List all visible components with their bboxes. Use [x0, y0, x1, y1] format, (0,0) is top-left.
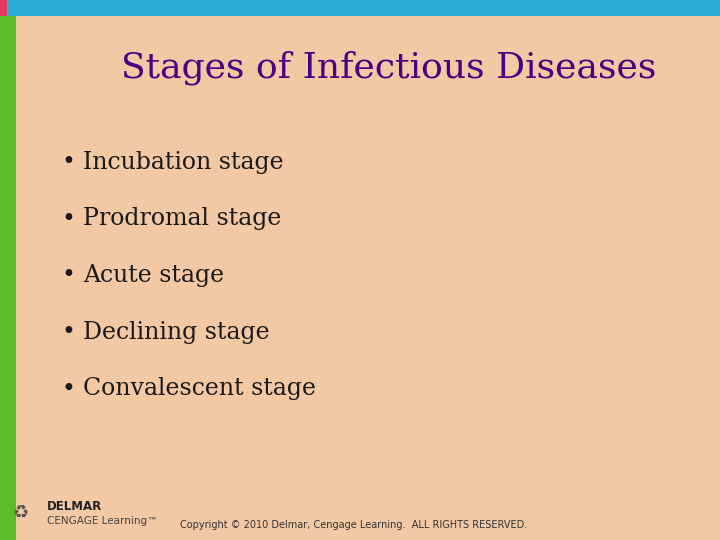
- Text: CENGAGE Learning™: CENGAGE Learning™: [47, 516, 157, 526]
- Text: DELMAR: DELMAR: [47, 500, 102, 513]
- Text: •: •: [61, 377, 76, 401]
- Text: Copyright © 2010 Delmar, Cengage Learning.  ALL RIGHTS RESERVED.: Copyright © 2010 Delmar, Cengage Learnin…: [180, 520, 527, 530]
- Text: •: •: [61, 150, 76, 174]
- Text: •: •: [61, 207, 76, 231]
- Bar: [0, 0, 7, 16]
- Text: Acute stage: Acute stage: [83, 264, 224, 287]
- Bar: [0, 0, 720, 16]
- Bar: [0, 16, 16, 540]
- Text: Incubation stage: Incubation stage: [83, 151, 284, 173]
- Text: •: •: [61, 320, 76, 344]
- Text: Stages of Infectious Diseases: Stages of Infectious Diseases: [121, 50, 657, 85]
- Text: Declining stage: Declining stage: [83, 321, 269, 343]
- Text: •: •: [61, 264, 76, 287]
- Text: ♻: ♻: [12, 504, 28, 523]
- Text: Prodromal stage: Prodromal stage: [83, 207, 282, 230]
- Text: Convalescent stage: Convalescent stage: [83, 377, 316, 400]
